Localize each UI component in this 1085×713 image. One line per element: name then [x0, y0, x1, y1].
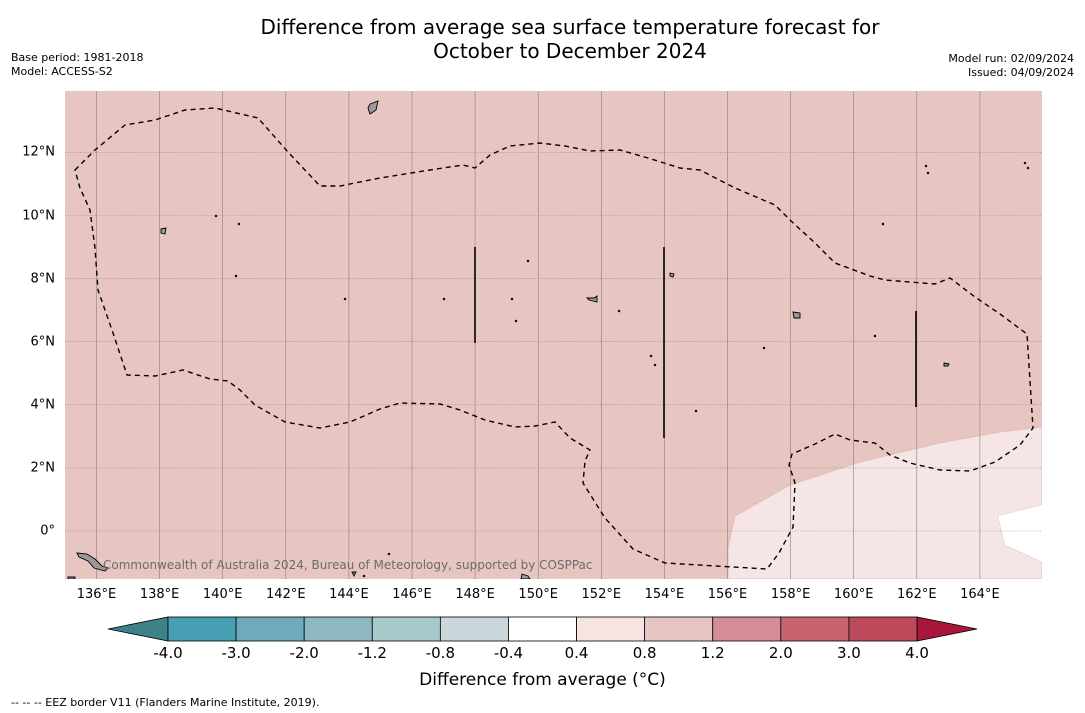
island [67, 576, 76, 579]
islet [617, 309, 621, 313]
x-tick-label: 150°E [518, 587, 558, 602]
colorbar-segment [167, 616, 237, 642]
colorbar-tick-label: 0.4 [564, 644, 589, 662]
colorbar-tick-label: 0.8 [632, 644, 657, 662]
x-tick-label: 152°E [581, 587, 622, 602]
issued-date: Issued: 04/09/2024 [967, 66, 1074, 79]
x-tick-label: 160°E [833, 587, 874, 602]
islet [343, 297, 347, 301]
colorbar-tick-label: -2.0 [289, 644, 319, 662]
islet [926, 171, 930, 175]
colorbar-tick-label: -0.8 [425, 644, 455, 662]
island [520, 573, 531, 579]
islands [67, 100, 1030, 579]
colorbar-segment [780, 616, 850, 642]
x-tick-label: 140°E [202, 587, 243, 602]
island [792, 311, 801, 319]
island [943, 362, 950, 367]
colorbar-tick-label: 2.0 [768, 644, 793, 662]
islet [694, 409, 698, 413]
model-run: Model run: 02/09/2024 [948, 52, 1074, 65]
island [76, 552, 109, 572]
colorbar-tick-label: -0.4 [493, 644, 524, 662]
islet [924, 164, 928, 168]
island [367, 100, 379, 115]
colorbar-segment [439, 616, 509, 642]
colorbar-extend-low [107, 616, 169, 642]
island [669, 272, 675, 278]
x-tick-label: 154°E [644, 587, 685, 602]
islet [526, 259, 530, 263]
y-tick-label: 0° [40, 523, 55, 539]
x-tick-label: 158°E [770, 587, 811, 602]
base-period: Base period: 1981-2018 [11, 51, 144, 64]
island [160, 227, 167, 235]
colorbar-segment [848, 616, 918, 642]
colorbar-tick-label: 4.0 [905, 644, 929, 662]
x-tick-label: 162°E [897, 587, 937, 602]
x-tick-label: 138°E [139, 587, 180, 602]
y-tick-label: 2°N [30, 460, 56, 476]
y-tick-label: 12°N [22, 144, 55, 160]
islet [653, 363, 657, 367]
island [351, 571, 357, 578]
islet [234, 274, 238, 278]
colorbar-tick-label: -1.2 [357, 644, 387, 662]
islet [237, 222, 241, 226]
meta-right: Model run: 02/09/2024 Issued: 04/09/2024 [948, 52, 1074, 80]
colorbar-segment [371, 616, 441, 642]
islet [649, 354, 653, 358]
y-tick-label: 10°N [22, 208, 55, 223]
y-tick-label: 8°N [30, 271, 56, 287]
credit-text: Commonwealth of Australia 2024, Bureau o… [103, 558, 593, 572]
colorbar-title: Difference from average (°C) [419, 670, 666, 690]
meta-left: Base period: 1981-2018 Model: ACCESS-S2 [11, 51, 143, 79]
colorbar-extend-high [916, 616, 978, 642]
colorbar-segment [303, 616, 373, 642]
y-tick-label: 6°N [30, 334, 56, 350]
anomaly-fill-0.4-0.8 [727, 426, 1042, 579]
islet [362, 574, 366, 578]
footnote: -- -- -- EEZ border V11 (Flanders Marine… [11, 696, 320, 709]
title-line-1: Difference from average sea surface temp… [260, 15, 880, 39]
colorbar-segment [508, 616, 577, 642]
anomaly-fill-neutral [998, 505, 1042, 562]
eez-border [74, 107, 1034, 570]
islet [873, 334, 877, 338]
colorbar-segment [712, 616, 782, 642]
x-tick-label: 164°E [960, 587, 1000, 602]
islet [1023, 161, 1027, 165]
islet [1026, 166, 1030, 170]
colorbar-tick-label: 1.2 [700, 644, 725, 662]
colorbar-tick-label: -4.0 [153, 644, 183, 662]
islet [442, 297, 446, 301]
x-tick-label: 142°E [266, 587, 306, 602]
islet [762, 346, 766, 350]
colorbar-segment [235, 616, 305, 642]
title-line-2: October to December 2024 [433, 39, 707, 63]
colorbar-tick-label: -3.0 [221, 644, 251, 662]
x-tick-label: 146°E [392, 587, 432, 602]
model-name: Model: ACCESS-S2 [11, 65, 113, 78]
islet [514, 319, 518, 323]
map-title: Difference from average sea surface temp… [170, 15, 970, 63]
islet [387, 552, 391, 556]
x-tick-label: 148°E [455, 587, 495, 602]
colorbar-tick-label: 3.0 [836, 644, 861, 662]
x-tick-label: 144°E [329, 587, 369, 602]
y-tick-label: 4°N [30, 397, 56, 413]
colorbar-segment [644, 616, 714, 642]
colorbar [107, 616, 978, 642]
x-tick-label: 156°E [707, 587, 748, 602]
colorbar-segment [576, 616, 646, 642]
islet [881, 222, 885, 226]
island [585, 295, 598, 303]
islet [510, 297, 514, 301]
islet [214, 214, 218, 218]
x-tick-label: 136°E [76, 587, 117, 602]
map-area [65, 91, 1042, 579]
